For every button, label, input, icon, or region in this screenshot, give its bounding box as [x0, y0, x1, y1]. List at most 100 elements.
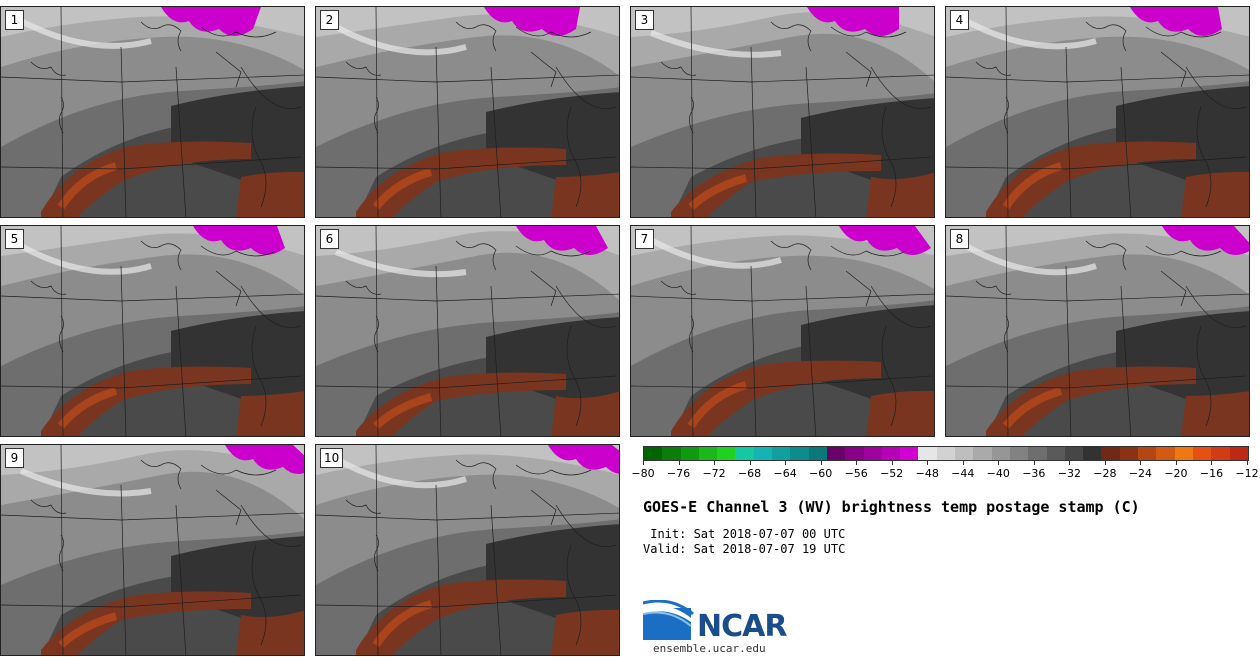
water-vapor-map	[946, 7, 1249, 217]
colorbar-tick-mark	[820, 461, 822, 465]
colorbar-swatch	[918, 447, 937, 460]
colorbar-swatch	[1156, 447, 1175, 460]
figure-title: GOES-E Channel 3 (WV) brightness temp po…	[643, 498, 1140, 516]
colorbar-swatch	[790, 447, 809, 460]
colorbar-swatch	[1119, 447, 1139, 460]
colorbar-swatch	[863, 447, 882, 460]
colorbar-swatch	[698, 447, 718, 460]
colorbar-swatch	[735, 447, 754, 460]
colorbar-swatch	[662, 447, 681, 460]
ncar-logo-text: NCAR	[697, 609, 787, 644]
colorbar-swatch	[826, 447, 846, 460]
colorbar-swatch	[1192, 447, 1212, 460]
colorbar-tick-mark	[998, 461, 1000, 465]
colorbar-swatch	[1229, 447, 1248, 460]
ensemble-member-panel: 3	[630, 6, 935, 218]
colorbar-tick-label: −56	[844, 467, 868, 480]
colorbar-tick-mark	[1175, 461, 1177, 465]
colorbar-tick-label: −80	[631, 467, 655, 480]
water-vapor-map	[316, 7, 619, 217]
colorbar-tick-mark	[1247, 461, 1248, 465]
colorbar-tick-mark	[1211, 461, 1213, 465]
colorbar-tick-mark	[962, 461, 964, 465]
colorbar-swatch	[808, 447, 827, 460]
colorbar-tick-label: −64	[773, 467, 797, 480]
member-number-label: 3	[635, 10, 654, 30]
colorbar-tick-mark	[714, 461, 716, 465]
ensemble-member-panel: 8	[945, 225, 1250, 437]
member-number-label: 6	[320, 229, 339, 249]
colorbar-swatch	[936, 447, 956, 460]
colorbar-tick-label: −40	[986, 467, 1010, 480]
colorbar-swatch	[1211, 447, 1230, 460]
colorbar-tick-label: −60	[809, 467, 833, 480]
colorbar	[643, 446, 1249, 461]
colorbar-tick-label: −68	[737, 467, 762, 480]
ensemble-member-panel: 4	[945, 6, 1250, 218]
init-time: Init: Sat 2018-07-07 00 UTC	[643, 527, 846, 541]
ncar-logo-icon	[643, 600, 694, 640]
colorbar-tick-label: −76	[666, 467, 691, 480]
ensemble-member-panel: 10	[315, 444, 620, 656]
water-vapor-map	[316, 226, 619, 436]
colorbar-tick-label: −48	[915, 467, 939, 480]
water-vapor-map	[1, 445, 304, 655]
ensemble-member-panel: 9	[0, 444, 305, 656]
member-number-label: 1	[5, 10, 24, 30]
water-vapor-map	[1, 7, 304, 217]
colorbar-swatch	[717, 447, 736, 460]
member-number-label: 9	[5, 448, 24, 468]
member-number-label: 2	[320, 10, 339, 30]
colorbar-swatch	[1138, 447, 1157, 460]
colorbar-tick-mark	[891, 461, 893, 465]
ensemble-member-panel: 5	[0, 225, 305, 437]
member-number-label: 5	[5, 229, 24, 249]
colorbar-swatch	[973, 447, 992, 460]
ensemble-member-panel: 6	[315, 225, 620, 437]
colorbar-swatch	[644, 447, 663, 460]
colorbar-tick-label: −24	[1128, 467, 1153, 480]
colorbar-swatch	[1064, 447, 1084, 460]
colorbar-tick-mark	[678, 461, 680, 465]
colorbar-tick-label: −72	[702, 467, 726, 480]
colorbar-tick-label: −36	[1022, 467, 1046, 480]
colorbar-swatch	[772, 447, 791, 460]
colorbar-tick-mark	[749, 461, 751, 465]
ensemble-member-panel: 2	[315, 6, 620, 218]
colorbar-tick-mark	[856, 461, 858, 465]
colorbar-tick-label: −20	[1164, 467, 1188, 480]
colorbar-tick-label: −28	[1093, 467, 1117, 480]
colorbar-tick-label: −52	[880, 467, 904, 480]
water-vapor-map	[316, 445, 619, 655]
colorbar-tick-label: −44	[951, 467, 975, 480]
ensemble-member-panel: 1	[0, 6, 305, 218]
colorbar-swatch	[753, 447, 773, 460]
colorbar-swatch	[1046, 447, 1065, 460]
colorbar-swatch	[1083, 447, 1102, 460]
colorbar-tick-label: −32	[1057, 467, 1081, 480]
colorbar-swatch	[900, 447, 919, 460]
colorbar-tick-label: −16	[1199, 467, 1224, 480]
colorbar-swatch	[680, 447, 699, 460]
source-url: ensemble.ucar.edu	[653, 642, 766, 655]
colorbar-swatch	[991, 447, 1010, 460]
member-number-label: 4	[950, 10, 969, 30]
colorbar-swatch	[1009, 447, 1029, 460]
colorbar-tick-mark	[1069, 461, 1071, 465]
colorbar-tick-mark	[643, 461, 644, 465]
member-number-label: 10	[320, 448, 344, 468]
colorbar-tick-mark	[927, 461, 929, 465]
colorbar-swatch	[1101, 447, 1120, 460]
member-number-label: 8	[950, 229, 969, 249]
ensemble-member-panel: 7	[630, 225, 935, 437]
water-vapor-map	[631, 7, 934, 217]
water-vapor-map	[631, 226, 934, 436]
valid-time: Valid: Sat 2018-07-07 19 UTC	[643, 542, 846, 556]
water-vapor-map	[946, 226, 1249, 436]
colorbar-tick-mark	[1140, 461, 1142, 465]
water-vapor-map	[1, 226, 304, 436]
colorbar-swatch	[1174, 447, 1193, 460]
colorbar-tick-mark	[785, 461, 787, 465]
member-number-label: 7	[635, 229, 654, 249]
colorbar-swatch	[881, 447, 901, 460]
